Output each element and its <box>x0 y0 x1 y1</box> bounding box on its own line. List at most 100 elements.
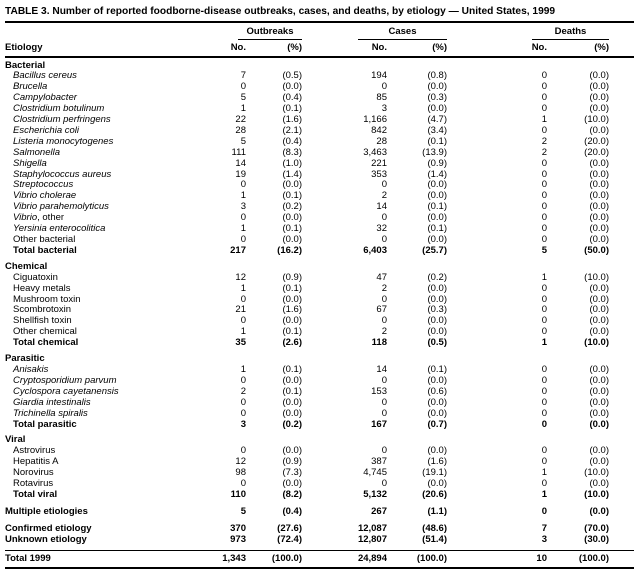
no-cell: 111 <box>231 146 246 158</box>
pct-cell: (0.2) <box>282 201 302 213</box>
pct-cell: (0.3) <box>427 92 447 104</box>
table-row: Vibrio cholerae 1 (0.1) 2 (0.0) 0 (0.0) <box>5 190 634 202</box>
table-row: Staphylococcus aureus 19 (1.4) 353 (1.4) 0 (0.… <box>5 168 634 181</box>
no-cell: 0 <box>240 315 246 327</box>
pct-cell: (0.1) <box>282 385 302 397</box>
pct-cell: (0.0) <box>589 326 609 338</box>
no-cell: 0 <box>381 234 387 245</box>
etiology-name: Listeria monocytogenes <box>13 136 114 147</box>
no-cell: 0 <box>541 168 547 180</box>
etiology-name: Clostridium botulinum <box>13 104 105 115</box>
no-cell: 2 <box>381 190 387 202</box>
table-row: Total bacterial 217 (16.2) 6,403 (25.7) 5 (50.… <box>5 245 634 257</box>
pct-cell: (10.0) <box>584 114 609 126</box>
pct-cell: (0.0) <box>282 407 302 419</box>
no-cell: 1 <box>541 488 547 500</box>
pct-cell: (0.0) <box>427 478 447 490</box>
no-cell: 3 <box>381 103 387 115</box>
spacer-cell <box>609 457 634 468</box>
etiology-cell: Vibrio cholerae <box>5 191 196 202</box>
no-cell: 0 <box>541 179 547 191</box>
no-cell: 0 <box>541 234 547 245</box>
etiology-cell: Mushroom toxin <box>13 294 81 305</box>
pct-cell: (7.3) <box>282 467 302 479</box>
table-row: Yersinia enterocolitica 1 (0.1) 32 (0.1) 0 (0.… <box>5 223 634 235</box>
pct-cell: (100.0) <box>246 549 302 570</box>
etiology-cell: Vibrio, other <box>13 213 65 224</box>
pct-cell: (0.0) <box>589 418 609 430</box>
no-cell: 1 <box>240 103 246 115</box>
pct-cell: (0.0) <box>589 396 609 408</box>
table-row: Giardia intestinalis 0 (0.0) 0 (0.0) 0 (0.0) <box>5 396 634 409</box>
etiology-cell: Shellfish toxin <box>13 316 72 327</box>
no-cell: 1,166 <box>363 114 387 126</box>
pct-cell: (1.6) <box>282 114 302 126</box>
no-cell: 221 <box>371 157 387 169</box>
no-cell: 0 <box>541 363 547 375</box>
pct-cell: (0.0) <box>427 293 447 305</box>
pct-cell: (0.0) <box>589 374 609 386</box>
pct-cell: (0.0) <box>282 315 302 327</box>
pct-cell: (0.0) <box>589 168 609 180</box>
pct-cell: (13.9) <box>422 146 447 158</box>
table-row: Trichinella spiralis 0 (0.0) 0 (0.0) 0 (0.0) <box>5 407 634 420</box>
pct-cell: (0.6) <box>427 385 447 397</box>
no-cell: 1,343 <box>196 549 246 570</box>
no-cell: 12,087 <box>357 522 387 534</box>
pct-cell: (0.0) <box>282 396 302 408</box>
spacer-cell <box>609 235 634 246</box>
pct-cell: (0.5) <box>282 70 302 82</box>
etiology-name: Giardia intestinalis <box>13 397 91 408</box>
no-cell: 14 <box>376 363 387 375</box>
etiology-name: Streptococcus <box>13 180 74 191</box>
pct-cell: (0.0) <box>427 81 447 93</box>
pct-cell: (0.5) <box>427 337 447 349</box>
no-cell: 0 <box>381 445 387 457</box>
table-row: Anisakis 1 (0.1) 14 (0.1) 0 (0.0) <box>5 363 634 376</box>
etiology-cell: Total bacterial <box>13 245 77 256</box>
pct-cell: (0.1) <box>282 223 302 235</box>
header-spacer-cell <box>5 23 196 40</box>
no-cell: 0 <box>541 190 547 202</box>
etiology-cell: Total parasitic <box>13 419 77 430</box>
table-row: Other chemical 1 (0.1) 2 (0.0) 0 (0.0) <box>5 326 634 338</box>
spacer-cell <box>609 490 634 501</box>
etiology-cell: Multiple etiologies <box>5 505 88 517</box>
etiology-cell: Listeria monocytogenes <box>5 137 196 148</box>
etiology-cell: Unknown etiology <box>5 534 87 545</box>
pct-cell: (0.0) <box>589 363 609 375</box>
table-row: Rotavirus 0 (0.0) 0 (0.0) 0 (0.0) <box>5 478 634 490</box>
no-cell: 194 <box>371 70 387 82</box>
pct-cell: (2.6) <box>282 337 302 349</box>
spacer-cell <box>609 246 634 257</box>
pct-cell: (0.0) <box>589 505 609 517</box>
no-cell: 842 <box>371 124 387 136</box>
pct-cell: (1.6) <box>427 456 447 468</box>
no-cell: 1 <box>240 363 246 375</box>
pct-cell: (0.1) <box>282 103 302 115</box>
pct-cell: (8.3) <box>282 146 302 158</box>
spacer-cell <box>609 295 634 306</box>
no-cell: 973 <box>230 533 246 545</box>
no-cell: 3 <box>541 533 547 545</box>
table-row: Mushroom toxin 0 (0.0) 0 (0.0) 0 (0.0) <box>5 293 634 306</box>
no-cell: 28 <box>376 135 387 147</box>
etiology-cell: Total chemical <box>13 338 79 349</box>
spacer-cell <box>609 82 634 93</box>
spacer-cell <box>609 549 634 570</box>
pct-cell: (0.0) <box>282 212 302 224</box>
pct-cell: (0.0) <box>282 179 302 191</box>
etiology-name: Cyclospora cayetanensis <box>13 386 119 397</box>
no-cell: 0 <box>240 293 246 305</box>
header-spacer-cell <box>609 23 634 40</box>
no-cell: 3,463 <box>363 146 387 158</box>
etiology-cell: Brucella <box>5 82 196 93</box>
no-cell: 5 <box>240 92 246 104</box>
spacer-cell <box>609 159 634 170</box>
pct-cell: (0.0) <box>427 396 447 408</box>
etiology-table: Outbreaks Cases Deaths Etiology No. (%) No. (%)… <box>5 23 634 570</box>
no-cell: 0 <box>541 315 547 327</box>
spacer-cell <box>609 148 634 159</box>
summary-row: Confirmed etiology 370 (27.6) 12,087 (48.6) 7… <box>5 518 634 535</box>
spacer-cell <box>609 479 634 490</box>
